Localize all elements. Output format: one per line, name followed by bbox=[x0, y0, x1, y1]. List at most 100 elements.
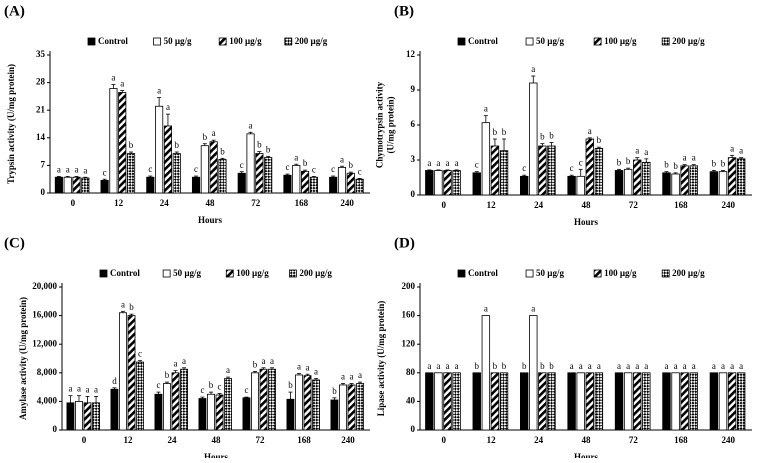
x-tick-label: 240 bbox=[722, 200, 736, 210]
error-bar bbox=[720, 170, 725, 172]
bar bbox=[347, 384, 356, 431]
significance-letter: a bbox=[644, 361, 648, 371]
significance-letter: b bbox=[475, 361, 480, 371]
bar bbox=[736, 158, 746, 196]
bar bbox=[633, 372, 642, 431]
error-bar bbox=[157, 97, 162, 107]
bar bbox=[499, 372, 509, 431]
significance-letter: b bbox=[203, 132, 208, 142]
x-tick-label: 168 bbox=[674, 435, 688, 445]
bar bbox=[126, 153, 136, 194]
significance-letter: a bbox=[531, 304, 535, 314]
error-bar bbox=[296, 373, 301, 375]
y-tick-label: 12 bbox=[406, 49, 416, 59]
significance-letter: a bbox=[436, 361, 440, 371]
error-bar bbox=[112, 387, 117, 390]
bar bbox=[567, 372, 576, 431]
legend-swatch bbox=[661, 269, 670, 278]
significance-letter: b bbox=[332, 386, 337, 396]
legend-label: 50 µg/g bbox=[164, 36, 192, 46]
bar bbox=[191, 176, 201, 194]
error-bar bbox=[569, 174, 574, 177]
error-bar bbox=[173, 370, 178, 373]
x-tick-label: 72 bbox=[629, 435, 639, 445]
x-tick-label: 48 bbox=[582, 200, 592, 210]
significance-letter: b bbox=[540, 361, 545, 371]
bar bbox=[519, 372, 529, 431]
significance-letter: c bbox=[194, 164, 198, 174]
bar bbox=[198, 398, 207, 431]
y-tick-label: 3 bbox=[411, 154, 416, 164]
legend-swatch bbox=[225, 269, 234, 278]
panel-label: (D) bbox=[394, 235, 415, 251]
bar bbox=[295, 374, 303, 431]
bar bbox=[312, 379, 320, 431]
x-tick-label: 24 bbox=[168, 435, 178, 445]
significance-letter: b bbox=[129, 140, 134, 150]
bar bbox=[538, 372, 547, 431]
bar bbox=[727, 157, 737, 196]
error-bar bbox=[83, 176, 88, 179]
error-bar bbox=[266, 155, 271, 158]
significance-letter: a bbox=[341, 372, 345, 382]
bar bbox=[529, 315, 538, 431]
bar bbox=[224, 378, 232, 431]
bar bbox=[171, 372, 180, 431]
bar bbox=[163, 125, 173, 194]
bar bbox=[356, 383, 364, 431]
x-tick-label: 48 bbox=[582, 435, 592, 445]
significance-letter: b bbox=[266, 144, 271, 154]
significance-letter: c bbox=[522, 163, 526, 173]
y-tick-label: 6 bbox=[411, 119, 416, 129]
bar bbox=[547, 372, 556, 431]
significance-letter: a bbox=[674, 361, 678, 371]
bar bbox=[346, 172, 355, 194]
error-bar bbox=[531, 75, 536, 83]
error-bar bbox=[474, 171, 479, 173]
significance-letter: a bbox=[588, 361, 592, 371]
significance-letter: c bbox=[148, 164, 152, 174]
panel-label: (B) bbox=[394, 3, 414, 19]
bar bbox=[63, 176, 72, 194]
x-tick-label: 48 bbox=[212, 435, 222, 445]
y-tick-label: 0 bbox=[411, 424, 416, 434]
significance-letter: a bbox=[75, 165, 79, 175]
bar bbox=[329, 176, 338, 194]
y-axis-label: Lipase activity (U/mg protein) bbox=[376, 301, 386, 417]
significance-letter: a bbox=[306, 362, 310, 372]
error-bar bbox=[626, 167, 631, 170]
error-bar bbox=[483, 115, 488, 123]
error-bar bbox=[226, 376, 231, 379]
bar bbox=[110, 388, 119, 431]
bar bbox=[623, 168, 633, 196]
significance-letter: c bbox=[570, 163, 574, 173]
bar bbox=[547, 145, 556, 196]
significance-letter: a bbox=[730, 361, 734, 371]
bar bbox=[66, 402, 75, 431]
error-bar bbox=[358, 381, 363, 384]
error-bar bbox=[349, 383, 354, 385]
bar bbox=[292, 164, 301, 194]
bar bbox=[662, 372, 671, 431]
error-bar bbox=[164, 381, 169, 384]
error-bar bbox=[270, 367, 275, 370]
bar bbox=[585, 138, 594, 196]
legend-swatch bbox=[661, 37, 670, 46]
significance-letter: a bbox=[226, 365, 230, 375]
panel-label: (A) bbox=[4, 3, 25, 19]
legend-label: Control bbox=[468, 268, 498, 278]
significance-letter: a bbox=[626, 361, 630, 371]
bar bbox=[301, 170, 310, 194]
significance-letter: a bbox=[570, 361, 574, 371]
error-bar bbox=[111, 84, 116, 89]
bar bbox=[92, 402, 100, 431]
panel-label: (C) bbox=[4, 235, 25, 251]
error-bar bbox=[314, 378, 319, 380]
error-bar bbox=[220, 157, 225, 160]
bar bbox=[330, 399, 339, 431]
legend-label: 200 µg/g bbox=[299, 268, 332, 278]
error-bar bbox=[217, 393, 222, 395]
bar bbox=[443, 372, 452, 431]
error-bar bbox=[211, 139, 216, 142]
legend-label: 200 µg/g bbox=[295, 36, 328, 46]
